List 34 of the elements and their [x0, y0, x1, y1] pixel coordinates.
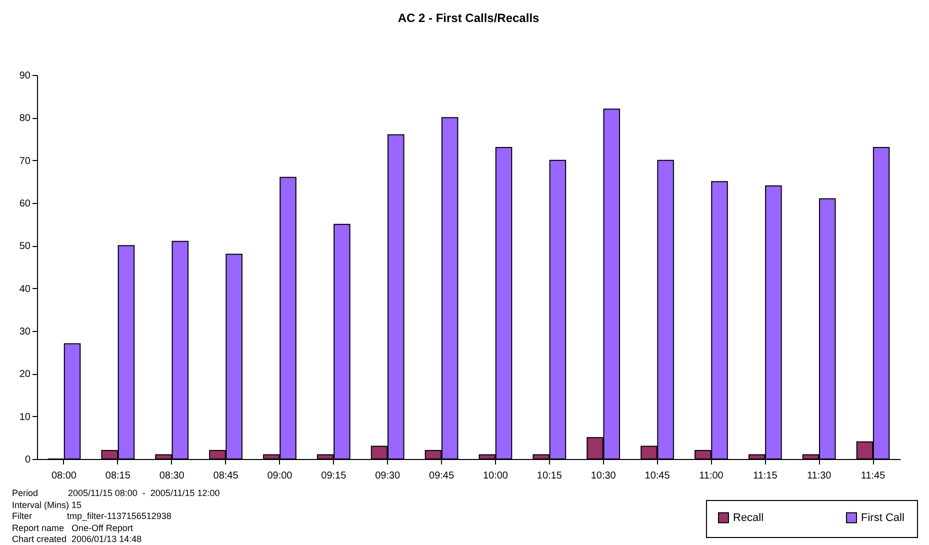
x-tick-label: 10:30 [590, 470, 616, 482]
x-tick-label: 11:45 [860, 470, 886, 482]
y-tick-label: 50 [19, 241, 31, 252]
x-tick-label: 08:45 [213, 470, 239, 482]
y-tick-label: 70 [19, 156, 31, 167]
y-tick-label: 40 [19, 284, 31, 295]
text: Interval (Mins) 15 [12, 500, 83, 511]
text: Filter tmp_filter-1137156512938 [12, 511, 172, 522]
x-tick-label: 10:00 [482, 470, 508, 482]
y-tick-label: 0 [24, 454, 31, 466]
chart-title: AC 2 - First Calls/Recalls [398, 11, 540, 25]
x-tick-label: 10:15 [536, 470, 562, 482]
x-tick-label: 08:30 [159, 470, 185, 482]
text: Period 2005/11/15 08:00 - 2005/11/15 12:00 [12, 488, 220, 500]
x-tick-label: 08:15 [105, 470, 131, 482]
legend-label: Recall [733, 512, 764, 524]
y-tick-label: 60 [19, 198, 31, 210]
x-tick-label: 11:30 [806, 470, 832, 482]
x-tick-label: 11:00 [699, 470, 724, 482]
y-tick-label: 30 [19, 326, 31, 338]
x-tick-label: 09:15 [321, 470, 347, 482]
x-tick-label: 08:00 [51, 470, 77, 482]
x-tick-label: 09:45 [429, 470, 454, 482]
y-tick-label: 90 [19, 70, 31, 82]
x-tick-label: 10:45 [644, 470, 670, 482]
y-tick-label: 80 [19, 113, 31, 124]
x-tick-label: 09:30 [375, 470, 401, 482]
y-tick-label: 10 [19, 412, 31, 423]
y-tick-label: 20 [19, 369, 31, 380]
legend-label: First Call [861, 512, 904, 524]
x-tick-label: 09:00 [267, 470, 293, 482]
text: Report name One-Off Report [12, 522, 134, 534]
text: Chart created 2006/01/13 14:48 [12, 534, 143, 545]
x-tick-label: 11:15 [753, 470, 778, 482]
